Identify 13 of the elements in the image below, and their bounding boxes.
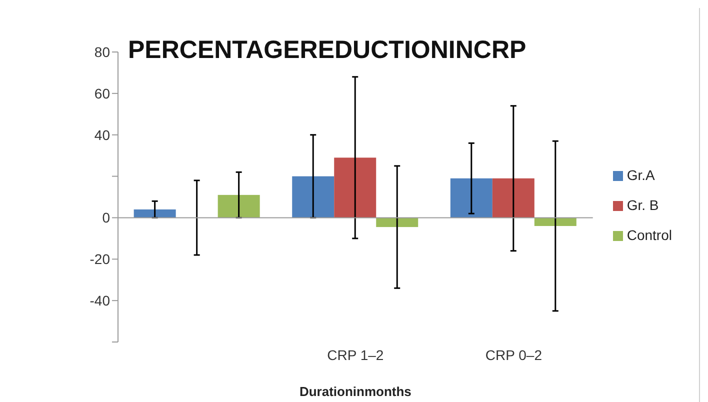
y-tick-label: -40 xyxy=(90,292,110,309)
y-tick-label: 40 xyxy=(94,126,110,143)
chart-title: PERCENTAGEREDUCTIONINCRP xyxy=(128,36,526,65)
x-tick-label: CRP 1–2 xyxy=(327,346,384,363)
legend-label: Gr.A xyxy=(626,167,655,183)
y-tick-label: 80 xyxy=(94,44,110,60)
y-tick-label: -20 xyxy=(90,251,110,268)
y-tick-label: 60 xyxy=(94,85,110,102)
x-tick-label: CRP 0–2 xyxy=(485,346,542,363)
legend-label: Control xyxy=(626,227,672,243)
legend-label: Gr. B xyxy=(626,197,659,213)
y-tick-label: 0 xyxy=(102,210,110,226)
x-axis-title: Durationinmonths xyxy=(299,384,412,399)
